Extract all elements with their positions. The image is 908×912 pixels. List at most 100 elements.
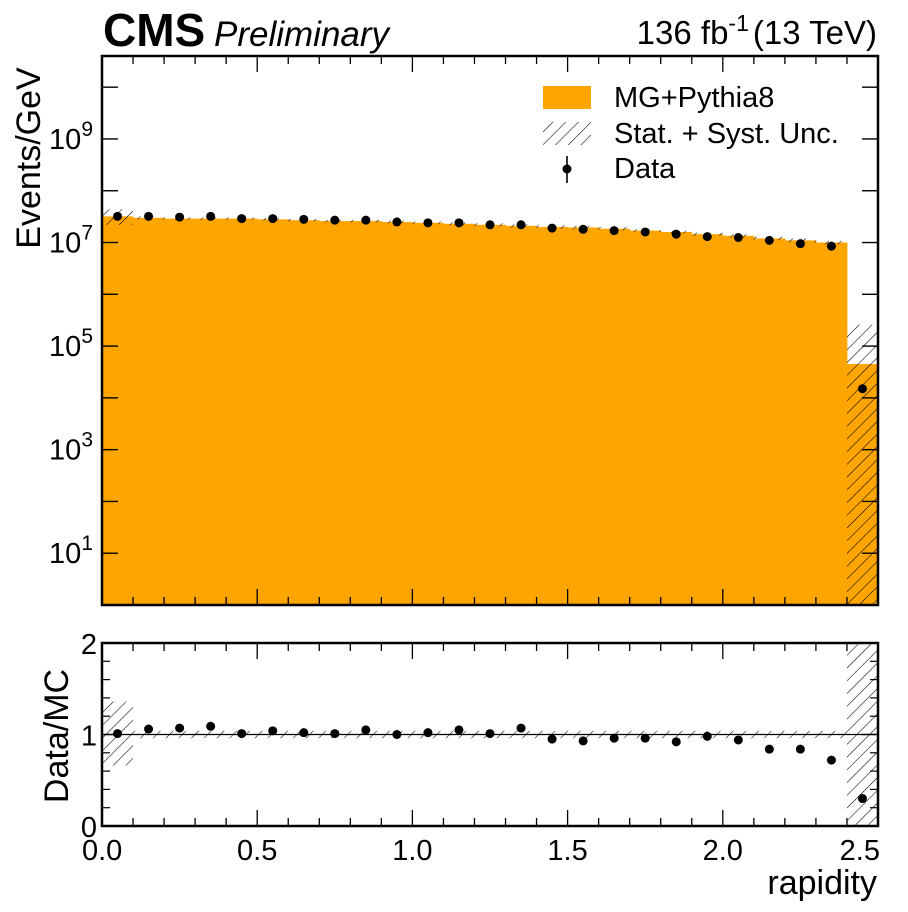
- y-tick-exponent: 7: [81, 222, 93, 245]
- mc-bar: [288, 220, 320, 605]
- ratio-point: [516, 723, 526, 733]
- y-tick-base: 10: [49, 538, 81, 570]
- data-point: [361, 215, 371, 225]
- data-point: [423, 218, 433, 228]
- data-point: [392, 217, 402, 227]
- ratio-plot-area: [102, 643, 878, 826]
- ratio-point: [733, 735, 743, 745]
- ratio-point: [113, 729, 123, 739]
- ratio-point: [206, 721, 216, 731]
- legend-mc-label: MG+Pythia8: [614, 82, 774, 114]
- ratio-y-tick-label: 1: [81, 721, 97, 753]
- ratio-y-axis-label: Data/MC: [38, 669, 76, 803]
- mc-bar: [505, 225, 537, 605]
- ratio-point: [485, 729, 495, 739]
- x-tick-label: 2.5: [840, 835, 880, 867]
- uncertainty-bin: [846, 324, 878, 605]
- y-tick-base: 10: [49, 331, 81, 363]
- mc-bar: [195, 218, 227, 605]
- x-tick-label: 2.0: [703, 835, 743, 867]
- ratio-plot-frame: [100, 641, 880, 828]
- ratio-point: [175, 723, 185, 733]
- y-tick-exponent: 3: [81, 429, 93, 452]
- ratio-point: [330, 729, 340, 739]
- data-point: [795, 239, 805, 249]
- legend-mc-swatch: [543, 86, 591, 109]
- mc-bar: [319, 221, 351, 605]
- mc-bar: [443, 223, 475, 605]
- x-axis-label: rapidity: [767, 864, 877, 902]
- y-tick-label: 103: [49, 429, 93, 467]
- ratio-y-tick-label: 2: [81, 629, 97, 661]
- x-tick-label: 0.5: [237, 835, 277, 867]
- mc-bar: [660, 231, 693, 605]
- y-tick-base: 10: [49, 124, 81, 156]
- ratio-point: [826, 755, 836, 765]
- data-point: [175, 212, 185, 222]
- legend-unc-label: Stat. + Syst. Unc.: [614, 118, 839, 150]
- mc-histogram: [102, 216, 878, 605]
- data-point: [206, 211, 216, 221]
- mc-bar: [567, 227, 600, 605]
- lumi-exponent: -1: [728, 10, 748, 36]
- ratio-point: [702, 731, 712, 741]
- data-point: [857, 384, 867, 394]
- data-point: [113, 211, 123, 221]
- data-point: [578, 224, 588, 234]
- legend-unc-swatch: [543, 122, 591, 145]
- ratio-point: [795, 744, 805, 754]
- y-tick-label: 107: [49, 222, 93, 260]
- main-plot-frame: [100, 54, 880, 607]
- data-point: [671, 229, 681, 239]
- mc-bar: [536, 226, 568, 605]
- data-point: [547, 223, 557, 233]
- lumi-value: 136 fb: [637, 14, 729, 51]
- mc-bar: [381, 221, 413, 605]
- mc-bar: [753, 238, 786, 605]
- y-tick-exponent: 9: [81, 118, 93, 141]
- mc-bar: [598, 228, 631, 605]
- data-point: [609, 226, 619, 236]
- ratio-point: [547, 734, 557, 744]
- data-point: [454, 218, 464, 228]
- ratio-point: [857, 794, 867, 804]
- main-y-axis-label: Events/GeV: [10, 67, 48, 249]
- y-tick-base: 10: [49, 435, 81, 467]
- mc-bar: [784, 240, 817, 605]
- legend-data-marker: [562, 164, 572, 174]
- data-points: [113, 211, 867, 394]
- data-point: [299, 214, 309, 224]
- ratio-point: [237, 729, 247, 739]
- y-tick-label: 105: [49, 325, 93, 363]
- data-point: [702, 232, 712, 242]
- x-tick-label: 1.5: [547, 835, 587, 867]
- legend: MG+Pythia8 Stat. + Syst. Unc. Data: [543, 82, 839, 185]
- ratio-point: [578, 736, 588, 746]
- ratio-point: [299, 728, 309, 738]
- data-point: [144, 211, 154, 221]
- mc-bar: [412, 222, 444, 605]
- x-tick-label: 1.0: [392, 835, 432, 867]
- ratio-y-tick-label: 0: [81, 812, 97, 844]
- mc-bar: [722, 235, 755, 605]
- ratio-point: [640, 733, 650, 743]
- mc-bar: [102, 216, 134, 605]
- mc-bar: [164, 218, 196, 605]
- data-point: [268, 214, 278, 224]
- data-point: [826, 241, 836, 251]
- ratio-point: [423, 728, 433, 738]
- y-tick-exponent: 1: [81, 532, 93, 555]
- mc-bar: [133, 217, 165, 605]
- legend-data-label: Data: [614, 153, 676, 185]
- experiment-label: CMS: [103, 4, 205, 56]
- data-point: [237, 214, 247, 224]
- ratio-point: [454, 725, 464, 735]
- data-point: [640, 227, 650, 237]
- y-tick-label: 109: [49, 118, 93, 156]
- data-point: [764, 235, 774, 245]
- ratio-point: [671, 737, 681, 747]
- ratio-point: [392, 730, 402, 739]
- main-plot-area: [102, 209, 878, 605]
